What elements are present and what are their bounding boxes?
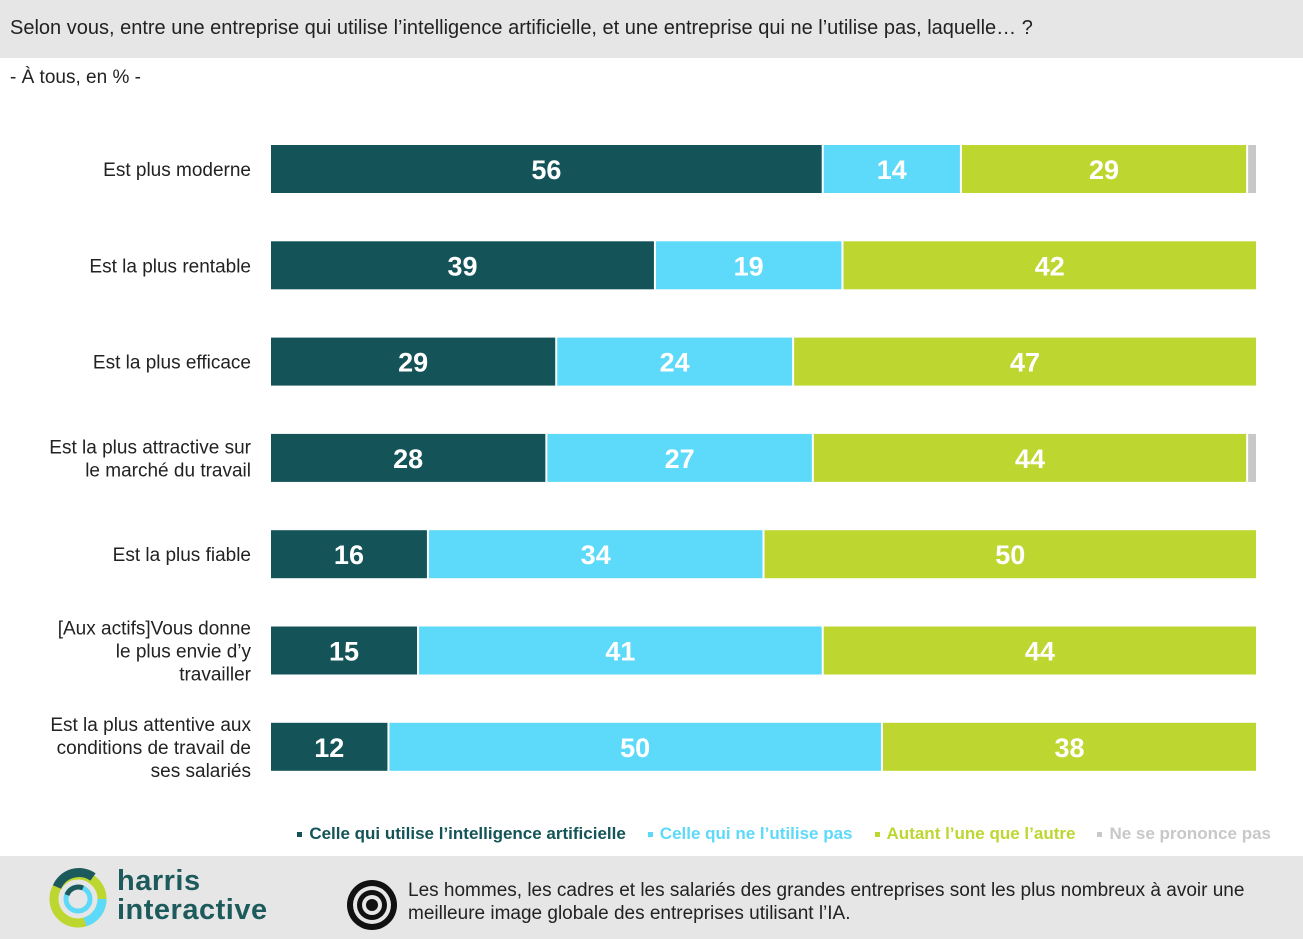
harris-ring-logo-icon	[49, 868, 107, 928]
bar-segment	[813, 433, 1247, 482]
bar-segment	[764, 530, 1256, 579]
title-bar: Selon vous, entre une entreprise qui uti…	[0, 0, 1303, 58]
bar-segment	[557, 337, 793, 386]
chart-question: Selon vous, entre une entreprise qui uti…	[10, 17, 1033, 39]
category-label: Est la plus attentive aux conditions de t…	[50, 715, 251, 782]
category-label: Est la plus attractive sur le marché du t…	[49, 437, 251, 481]
data-label: 47	[1010, 348, 1040, 378]
data-label: 34	[581, 540, 611, 570]
data-label: 29	[398, 348, 428, 378]
bar-segment	[547, 433, 812, 482]
bar-segment	[271, 337, 556, 386]
data-label: 14	[877, 155, 907, 185]
bar-segment	[419, 626, 822, 675]
target-icon	[347, 880, 397, 930]
data-label: 50	[995, 540, 1025, 570]
data-label: 41	[605, 637, 635, 667]
category-label: [Aux actifs]Vous donne le plus envie d’y t…	[58, 619, 252, 686]
bar-segment	[428, 530, 763, 579]
legend-label: Ne se prononce pas	[1109, 824, 1271, 843]
bar-segment	[271, 433, 546, 482]
bar-segment	[794, 337, 1256, 386]
data-label: 27	[665, 444, 695, 474]
bar-segment	[1248, 433, 1256, 482]
legend-item: Celle qui utilise l’intelligence artific…	[297, 824, 626, 844]
legend-label: Celle qui utilise l’intelligence artific…	[309, 824, 626, 843]
bar-segment	[271, 626, 418, 675]
logo-line-2: interactive	[117, 894, 268, 926]
bar-segment	[843, 241, 1256, 290]
data-label: 12	[314, 733, 344, 763]
category-label: Est la plus efficace	[93, 353, 251, 374]
harris-interactive-logo: harris interactive	[45, 865, 285, 931]
data-label: 24	[660, 348, 690, 378]
data-label: 50	[620, 733, 650, 763]
legend-swatch	[874, 831, 880, 837]
legend-swatch	[297, 831, 303, 837]
data-label: 19	[734, 251, 764, 281]
legend-item: Autant l’une que l’autre	[874, 824, 1076, 844]
bar-segment	[271, 241, 654, 290]
legend-label: Celle qui ne l’utilise pas	[659, 824, 853, 843]
category-label: Est plus moderne	[103, 160, 251, 181]
category-label: Est la plus fiable	[113, 545, 251, 566]
category-label: Est la plus rentable	[89, 256, 251, 277]
legend-item: Ne se prononce pas	[1097, 824, 1271, 844]
bar-segment	[823, 626, 1256, 675]
logo-line-1: harris	[117, 865, 201, 897]
footer-note: Les hommes, les cadres et les salariés d…	[408, 880, 1245, 924]
data-label: 39	[447, 251, 477, 281]
data-label: 38	[1054, 733, 1084, 763]
data-label: 56	[531, 155, 561, 185]
legend-item: Celle qui ne l’utilise pas	[647, 824, 853, 844]
bar-segment	[882, 722, 1256, 771]
data-label: 44	[1025, 637, 1055, 667]
bar-segment	[271, 145, 822, 193]
data-label: 44	[1015, 444, 1045, 474]
bar-segment	[1248, 145, 1256, 193]
data-label: 29	[1089, 155, 1119, 185]
chart-legend: Celle qui utilise l’intelligence artific…	[297, 824, 1271, 844]
bar-segment	[655, 241, 842, 290]
footer: harris interactive Les hommes, les cadre…	[0, 856, 1303, 939]
data-label: 15	[329, 637, 359, 667]
legend-swatch	[1097, 831, 1103, 837]
legend-label: Autant l’une que l’autre	[886, 824, 1076, 843]
data-label: 16	[334, 540, 364, 570]
data-label: 42	[1035, 251, 1065, 281]
bar-segment	[823, 145, 960, 193]
bar-segment	[961, 145, 1247, 193]
bar-segment	[271, 722, 388, 771]
logo-wordmark: harris interactive	[117, 867, 268, 925]
bar-segment	[271, 530, 427, 579]
chart-base-note: - À tous, en % -	[10, 67, 141, 88]
legend-swatch	[647, 831, 653, 837]
data-label: 28	[393, 444, 423, 474]
bar-segment	[389, 722, 881, 771]
